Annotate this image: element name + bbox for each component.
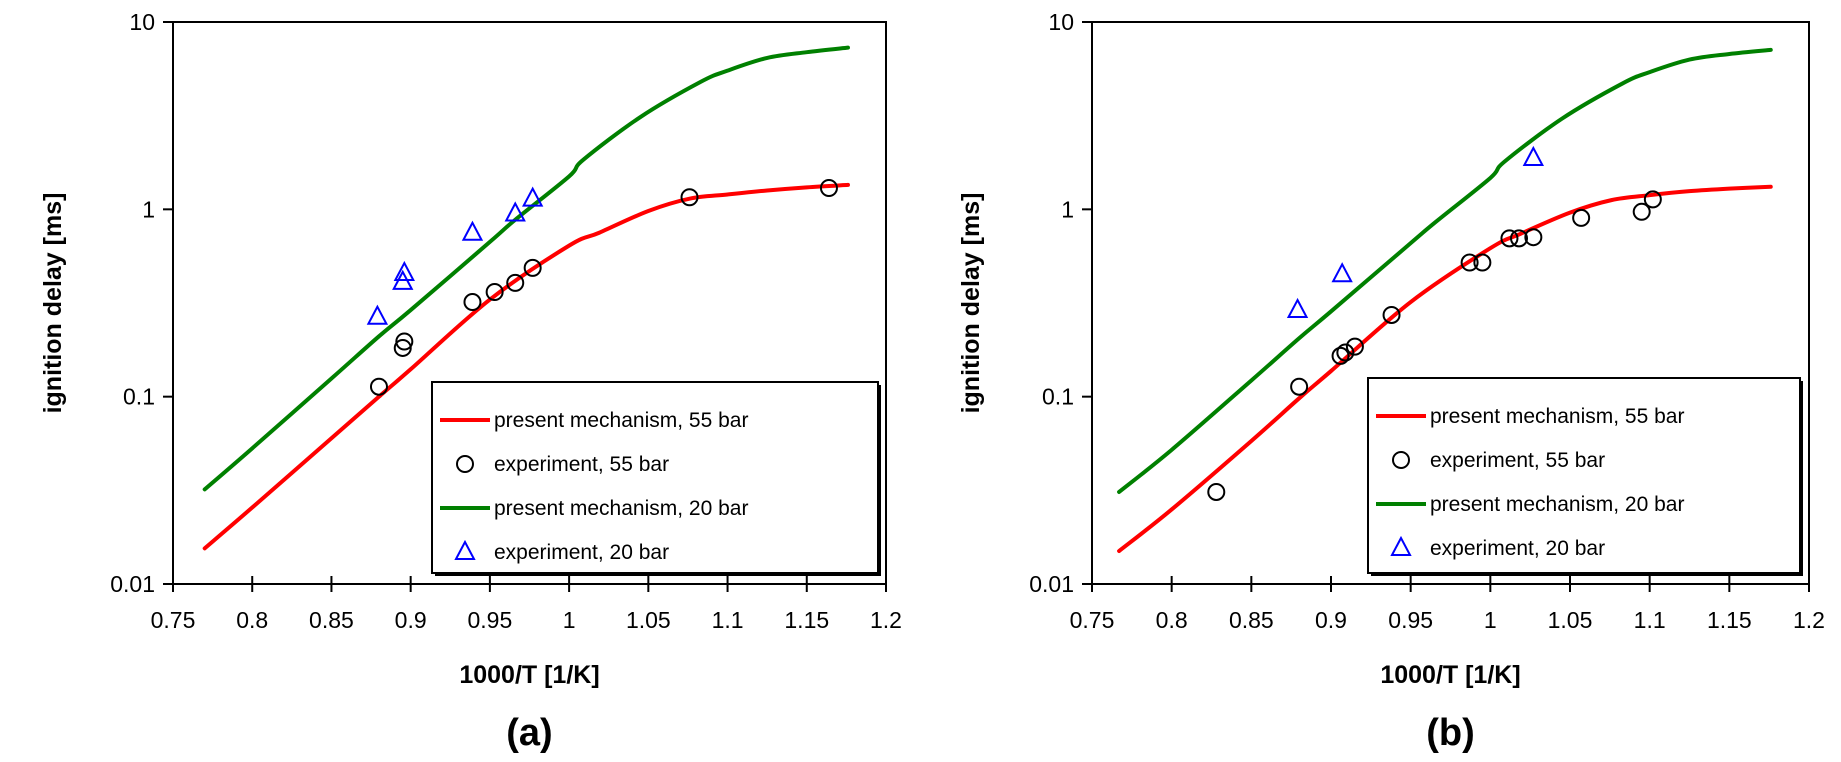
legend-marker-triangle [1390, 535, 1412, 556]
y-tick-label: 0.01 [110, 571, 155, 597]
x-tick-label: 0.8 [236, 607, 268, 633]
data-point-circle [463, 293, 482, 312]
legend: present mechanism, 55 bar experiment, 55 … [1367, 377, 1803, 576]
chart-panel-a: 0.75 0.8 0.85 0.9 0.95 1 1.05 1.1 1.15 1.2 0.01 0.1… [39, 9, 902, 754]
legend-label: experiment, 20 bar [1430, 537, 1605, 560]
x-tick-label: 0.9 [1315, 607, 1347, 633]
y-tick-label: 0.1 [123, 384, 155, 410]
x-tick-label: 0.85 [1229, 607, 1274, 633]
x-tick-label: 1 [1484, 607, 1497, 633]
data-point-circle [393, 338, 412, 357]
data-point-circle [1382, 305, 1401, 324]
data-point-circle [1345, 337, 1364, 356]
y-axis-title: ignition delay [ms] [39, 193, 67, 414]
x-tick-label: 1.2 [870, 607, 902, 633]
x-axis-title: 1000/T [1/K] [459, 661, 599, 689]
series-line [202, 45, 850, 492]
legend-label: present mechanism, 55 bar [1430, 405, 1684, 428]
data-point-circle [680, 188, 699, 207]
plot-frame [1091, 21, 1810, 585]
series-experiment-20-bar [1286, 145, 1545, 319]
data-point-circle [819, 178, 838, 197]
series-experiment-20-bar [366, 186, 544, 325]
data-point-circle [1473, 253, 1492, 272]
y-axis-title: ignition delay [ms] [957, 193, 985, 414]
y-tick-label: 10 [129, 9, 155, 35]
legend-label: present mechanism, 20 bar [494, 497, 748, 520]
data-point-circle [1632, 202, 1651, 221]
series-experiment-55-bar [369, 178, 838, 396]
data-point-circle [1643, 190, 1662, 209]
x-tick-label: 0.85 [309, 607, 354, 633]
data-point-triangle [461, 220, 484, 241]
series-line [1117, 184, 1773, 554]
legend-marker-circle [456, 455, 474, 473]
x-tick-label: 0.8 [1156, 607, 1188, 633]
data-point-circle [1500, 229, 1519, 248]
plot-frame [172, 21, 887, 585]
data-point-triangle [366, 304, 389, 325]
y-tick-label: 10 [1048, 9, 1074, 35]
panel-label: (b) [1426, 712, 1475, 754]
x-tick-label: 1.15 [784, 607, 829, 633]
y-tick-label: 1 [142, 196, 155, 222]
x-tick-label: 1 [563, 607, 576, 633]
x-tick-label: 0.9 [395, 607, 427, 633]
legend: present mechanism, 55 bar experiment, 55 … [431, 381, 881, 576]
series-experiment-55-bar [1207, 190, 1662, 501]
data-point-triangle [393, 260, 415, 282]
legend-box [431, 381, 879, 574]
series-present-mechanism-20-bar [1117, 47, 1773, 494]
data-point-triangle [1286, 297, 1309, 319]
chart-panel-b: 0.75 0.8 0.85 0.9 0.95 1 1.05 1.1 1.15 1.2 0.01 0.1… [957, 9, 1825, 754]
x-tick-label: 0.75 [1070, 607, 1115, 633]
series-line [202, 182, 850, 551]
legend-label: present mechanism, 55 bar [494, 409, 748, 432]
x-tick-label: 0.95 [468, 607, 513, 633]
y-tick-label: 1 [1061, 196, 1074, 222]
series-present-mechanism-55-bar [1117, 184, 1773, 554]
x-tick-label: 0.95 [1388, 607, 1433, 633]
data-point-circle [1510, 229, 1529, 248]
x-tick-label: 1.2 [1793, 607, 1825, 633]
data-point-triangle [1331, 262, 1353, 283]
data-point-circle [1460, 253, 1479, 272]
series-line [1117, 47, 1773, 494]
legend-marker-circle [1392, 451, 1410, 469]
data-point-circle [485, 283, 504, 302]
data-point-triangle [522, 186, 544, 207]
data-point-circle [1207, 482, 1226, 501]
data-point-circle [1290, 377, 1309, 396]
series-present-mechanism-20-bar [202, 45, 850, 492]
x-axis-title: 1000/T [1/K] [1380, 661, 1520, 689]
y-tick-label: 0.1 [1042, 384, 1074, 410]
data-point-circle [1524, 228, 1543, 247]
data-point-triangle [504, 201, 526, 222]
x-tick-label: 1.1 [712, 607, 744, 633]
data-point-circle [506, 273, 525, 292]
data-point-circle [1572, 208, 1591, 227]
legend-box [1367, 377, 1801, 574]
x-tick-label: 0.75 [151, 607, 196, 633]
data-point-triangle [1522, 145, 1545, 166]
legend-label: present mechanism, 20 bar [1430, 493, 1684, 516]
data-point-circle [395, 332, 414, 351]
y-tick-label: 0.01 [1029, 571, 1074, 597]
x-tick-label: 1.1 [1634, 607, 1666, 633]
legend-label: experiment, 20 bar [494, 541, 669, 564]
x-tick-label: 1.05 [1548, 607, 1593, 633]
series-present-mechanism-55-bar [202, 182, 850, 551]
legend-label: experiment, 55 bar [494, 453, 669, 476]
data-point-circle [369, 377, 388, 396]
data-point-circle [1336, 343, 1355, 362]
panel-label: (a) [506, 712, 552, 754]
data-point-circle [523, 258, 542, 277]
x-tick-label: 1.15 [1707, 607, 1752, 633]
legend-label: experiment, 55 bar [1430, 449, 1605, 472]
data-point-circle [1331, 346, 1350, 365]
legend-marker-triangle [454, 539, 476, 560]
x-tick-label: 1.05 [626, 607, 671, 633]
